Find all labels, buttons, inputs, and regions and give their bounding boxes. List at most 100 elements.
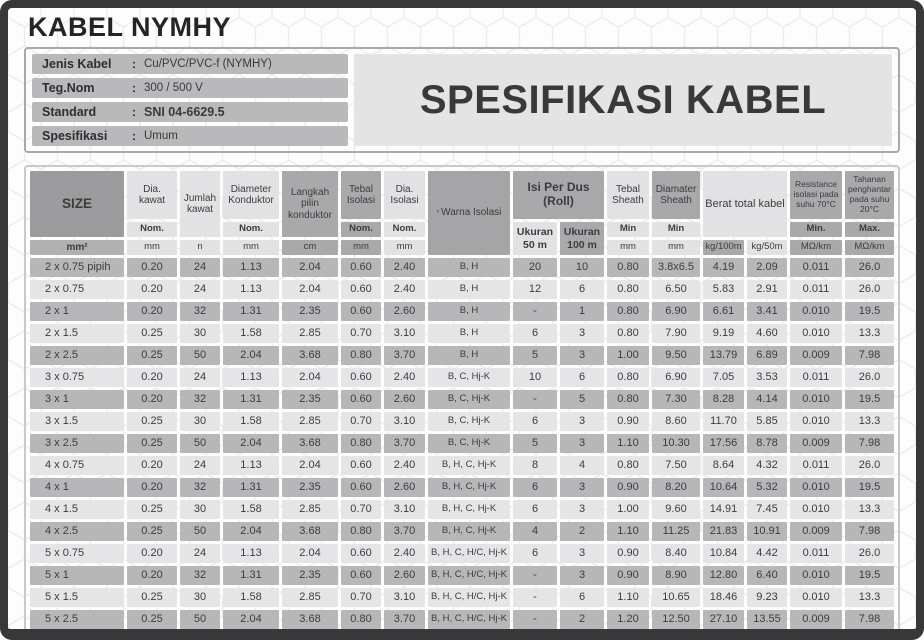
table-cell: 0.80 bbox=[607, 324, 649, 343]
table-cell: - bbox=[513, 610, 557, 629]
table-cell: 1.13 bbox=[223, 280, 279, 299]
table-cell: 2.40 bbox=[384, 258, 425, 277]
table-cell: 12 bbox=[513, 280, 557, 299]
table-cell: 4.32 bbox=[747, 456, 787, 475]
col-header-diamater-sheath: Diamater Sheath bbox=[652, 171, 700, 219]
table-cell: 19.5 bbox=[845, 478, 894, 497]
col-unit-langkah-pilin: cm bbox=[282, 240, 338, 255]
table-cell: 30 bbox=[180, 324, 220, 343]
table-cell: B, C, Hj-K bbox=[428, 412, 510, 431]
table-cell: 2.35 bbox=[282, 566, 338, 585]
table-cell: 0.010 bbox=[790, 500, 842, 519]
table-cell: 13.3 bbox=[845, 588, 894, 607]
table-cell: 0.60 bbox=[341, 390, 381, 409]
table-cell: 3.10 bbox=[384, 412, 425, 431]
table-cell: 2.04 bbox=[282, 280, 338, 299]
table-cell: 7.98 bbox=[845, 434, 894, 453]
table-cell: 30 bbox=[180, 412, 220, 431]
table-cell: 26.0 bbox=[845, 544, 894, 563]
table-cell: 0.60 bbox=[341, 566, 381, 585]
table-cell: 9.50 bbox=[652, 346, 700, 365]
table-cell: - bbox=[513, 390, 557, 409]
table-cell: 8.60 bbox=[652, 412, 700, 431]
info-label: Spesifikasi bbox=[42, 129, 108, 143]
table-cell: 12.80 bbox=[703, 566, 744, 585]
col-sub-dia-isolasi: Nom. bbox=[384, 222, 425, 237]
table-cell: 2 bbox=[560, 522, 604, 541]
table-cell: 0.20 bbox=[127, 258, 177, 277]
table-cell: 2.04 bbox=[223, 434, 279, 453]
table-cell: 0.70 bbox=[341, 500, 381, 519]
table-cell: B, H bbox=[428, 302, 510, 321]
table-cell: 0.60 bbox=[341, 478, 381, 497]
table-cell: 0.011 bbox=[790, 258, 842, 277]
table-cell: B, H bbox=[428, 346, 510, 365]
info-value: 300 / 500 V bbox=[144, 82, 203, 94]
table-cell: 0.25 bbox=[127, 522, 177, 541]
table-cell: 10.30 bbox=[652, 434, 700, 453]
table-cell: 7.98 bbox=[845, 610, 894, 629]
table-cell: 3 bbox=[560, 500, 604, 519]
table-cell: 0.20 bbox=[127, 368, 177, 387]
table-cell: 6.50 bbox=[652, 280, 700, 299]
table-cell: 24 bbox=[180, 544, 220, 563]
table-cell: 50 bbox=[180, 346, 220, 365]
table-cell: 2.40 bbox=[384, 456, 425, 475]
table-cell: 0.011 bbox=[790, 280, 842, 299]
table-cell: 0.80 bbox=[607, 368, 649, 387]
table-cell: 27.10 bbox=[703, 610, 744, 629]
col-sub-resistance-isolasi: Min. bbox=[790, 222, 842, 237]
col-header-tahanan-penghantar: Tahanan penghantar pada suhu 20°C bbox=[845, 171, 894, 219]
table-cell: 6.89 bbox=[747, 346, 787, 365]
table-cell: 26.0 bbox=[845, 368, 894, 387]
col-sub-dia-kawat: Nom. bbox=[127, 222, 177, 237]
col-header-resistance-isolasi: Resistance isolasi pada suhu 70°C bbox=[790, 171, 842, 219]
table-cell: 0.90 bbox=[607, 566, 649, 585]
table-cell: 0.60 bbox=[341, 544, 381, 563]
table-cell: 2.60 bbox=[384, 478, 425, 497]
table-cell: 0.20 bbox=[127, 302, 177, 321]
table-cell: 2.40 bbox=[384, 368, 425, 387]
col-sub-diamater-sheath: Min bbox=[652, 222, 700, 237]
table-cell: 0.010 bbox=[790, 478, 842, 497]
table-cell: 2.60 bbox=[384, 302, 425, 321]
table-cell: 2.04 bbox=[223, 346, 279, 365]
table-cell: 1.31 bbox=[223, 566, 279, 585]
table-cell: 7.05 bbox=[703, 368, 744, 387]
table-cell: 3 bbox=[560, 346, 604, 365]
table-cell: 5 bbox=[513, 434, 557, 453]
table-cell: 3 x 2.5 bbox=[30, 434, 124, 453]
table-cell: 0.20 bbox=[127, 566, 177, 585]
info-label: Jenis Kabel bbox=[42, 57, 112, 71]
table-cell: 17.56 bbox=[703, 434, 744, 453]
table-cell: 0.25 bbox=[127, 324, 177, 343]
table-cell: B, H, C, H/C, Hj-K bbox=[428, 544, 510, 563]
table-cell: 0.80 bbox=[341, 346, 381, 365]
table-cell: 13.55 bbox=[747, 610, 787, 629]
info-row-jenis-kabel: Jenis Kabel : Cu/PVC/PVC-f (NYMHY) bbox=[32, 54, 348, 74]
table-cell: 1.13 bbox=[223, 456, 279, 475]
table-cell: 6 bbox=[513, 324, 557, 343]
col-header-diameter-konduktor: Diameter Konduktor bbox=[223, 171, 279, 219]
table-cell: B, H bbox=[428, 280, 510, 299]
table-cell: 13.3 bbox=[845, 412, 894, 431]
info-colon: : bbox=[132, 129, 136, 143]
table-cell: 2.04 bbox=[282, 544, 338, 563]
table-cell: 0.009 bbox=[790, 522, 842, 541]
table-cell: 3.10 bbox=[384, 324, 425, 343]
table-cell: 0.20 bbox=[127, 478, 177, 497]
table-cell: 26.0 bbox=[845, 280, 894, 299]
table-cell: 32 bbox=[180, 302, 220, 321]
table-cell: 21.83 bbox=[703, 522, 744, 541]
table-cell: 8.64 bbox=[703, 456, 744, 475]
table-cell: B, H bbox=[428, 258, 510, 277]
table-cell: 0.010 bbox=[790, 390, 842, 409]
col-unit-size: mm² bbox=[30, 240, 124, 255]
col-header-size: SIZE bbox=[30, 171, 124, 237]
info-row-teg-nom: Teg.Nom : 300 / 500 V bbox=[32, 78, 348, 98]
table-cell: 5 bbox=[560, 390, 604, 409]
table-cell: 10.64 bbox=[703, 478, 744, 497]
table-cell: 1.00 bbox=[607, 346, 649, 365]
table-cell: 30 bbox=[180, 500, 220, 519]
table-cell: 7.50 bbox=[652, 456, 700, 475]
